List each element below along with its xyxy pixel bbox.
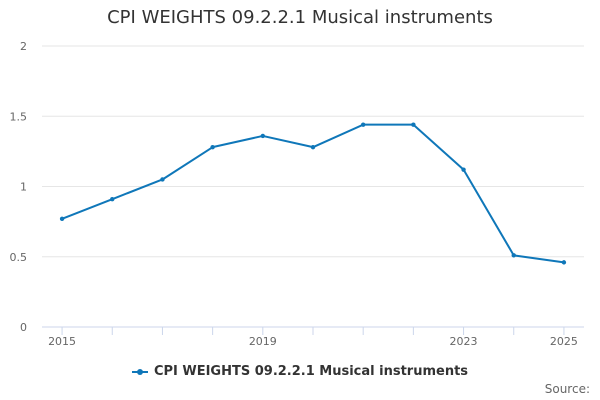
- data-point[interactable]: [360, 122, 366, 127]
- x-axis: [42, 326, 584, 335]
- y-tick-label: 1.5: [10, 110, 28, 123]
- data-point[interactable]: [411, 122, 416, 127]
- legend-line-icon: [131, 367, 148, 377]
- data-point[interactable]: [310, 144, 316, 150]
- source-label: Source:: [544, 382, 590, 396]
- legend[interactable]: CPI WEIGHTS 09.2.2.1 Musical instruments: [0, 364, 600, 379]
- data-point[interactable]: [210, 144, 215, 150]
- data-point[interactable]: [110, 196, 115, 202]
- y-tick-label: 0.5: [10, 251, 28, 264]
- data-point[interactable]: [160, 177, 165, 182]
- legend-label: CPI WEIGHTS 09.2.2.1 Musical instruments: [153, 364, 469, 379]
- x-tick-label: 2023: [450, 335, 478, 348]
- y-axis: 0 0.5 1 1.5 2: [10, 40, 28, 334]
- y-tick-label: 2: [20, 40, 27, 53]
- x-tick-labels: 2015 2019 2023 2025: [48, 335, 578, 348]
- data-point[interactable]: [511, 253, 516, 258]
- data-point[interactable]: [260, 133, 266, 139]
- x-tick-label: 2025: [550, 335, 578, 348]
- y-tick-label: 0: [20, 321, 27, 334]
- grid-lines: [42, 45, 584, 258]
- chart-title: CPI WEIGHTS 09.2.2.1 Musical instruments: [107, 7, 493, 28]
- y-tick-label: 1: [20, 181, 27, 194]
- x-tick-label: 2015: [48, 335, 76, 348]
- x-tick-label: 2019: [249, 335, 277, 348]
- data-point[interactable]: [561, 260, 567, 265]
- data-point[interactable]: [461, 167, 466, 172]
- series-layer: [59, 122, 567, 265]
- data-point[interactable]: [59, 216, 65, 222]
